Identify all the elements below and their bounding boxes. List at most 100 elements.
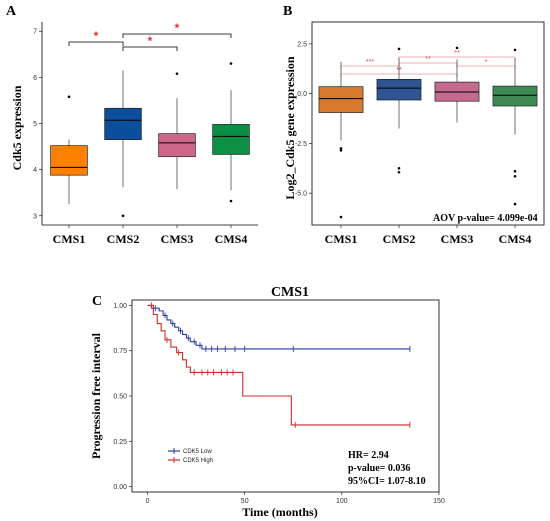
- a-bracket-line: [122, 46, 178, 51]
- b-outlier-point: [339, 147, 343, 150]
- a-bracket-line: [68, 41, 124, 46]
- c-y-tick-label: 0.75: [113, 348, 127, 355]
- a-y-tick-label: 3: [33, 213, 37, 220]
- a-outlier-point: [175, 72, 179, 75]
- c-legend: CDK5 Low CDK5 High: [168, 448, 213, 464]
- c-x-axis-title: Time (months): [242, 505, 317, 519]
- legend-label-cdk5-high: CDK5 High: [183, 458, 213, 464]
- c-y-tick-label: 0.00: [113, 484, 127, 491]
- c-curve-cdk5-high: [147, 302, 411, 428]
- b-category-label-cms4: CMS4: [499, 232, 532, 246]
- c-y-tick-label: 1.00: [113, 303, 127, 310]
- b-aov-annotation: AOV p-value= 4.099e-04: [433, 213, 538, 224]
- a-y-tick-label: 6: [33, 75, 37, 82]
- b-outlier-point: [455, 46, 459, 50]
- b-significance-label: **: [425, 56, 431, 63]
- c-step-line: [147, 304, 410, 426]
- a-bracket-line: [122, 33, 232, 38]
- a-iqr-box: [158, 133, 196, 158]
- b-outlier-point: [513, 174, 517, 178]
- a-iqr-box: [212, 124, 250, 155]
- c-x-tick-label: 150: [433, 498, 445, 505]
- a-box-cms4: [212, 62, 250, 203]
- b-outlier-point: [397, 170, 401, 174]
- b-outlier-point: [339, 149, 343, 152]
- b-category-label-cms3: CMS3: [441, 232, 474, 246]
- b-y-tick-label: -5.0: [295, 191, 307, 198]
- b-significance-bracket: ***: [340, 59, 400, 69]
- a-box-cms3: [158, 72, 196, 190]
- a-iqr-box: [104, 107, 142, 140]
- a-y-tick-label: 4: [33, 167, 37, 174]
- b-outlier-point: [339, 215, 343, 219]
- b-box-cms4: [492, 48, 538, 206]
- b-significance-bracket: *: [456, 59, 516, 69]
- b-y-tick-label: 2.5: [297, 41, 307, 48]
- b-plot-frame: [311, 21, 545, 226]
- legend-label-cdk5-low: CDK5 Low: [183, 449, 212, 455]
- a-significance-bracket: *: [122, 34, 178, 51]
- a-y-tick-label: 7: [33, 29, 37, 36]
- c-y-tick-label: 0.50: [113, 394, 127, 401]
- b-box-cms2: [376, 47, 422, 174]
- a-category-label-cms2: CMS2: [107, 232, 140, 246]
- b-outlier-point: [513, 169, 517, 173]
- a-outlier-point: [229, 62, 233, 65]
- b-bracket-line: [398, 62, 458, 66]
- b-outlier-point: [513, 202, 517, 206]
- b-bracket-line: [456, 65, 516, 69]
- panel-c-kaplan-meier: CMS1 0.00 0.25 0.50 0.75 1.00 0 50 100 150 CDK5 …: [89, 285, 445, 519]
- a-significance-bracket: *: [68, 29, 124, 46]
- a-box-cms2: [104, 70, 142, 218]
- a-category-label-cms4: CMS4: [215, 232, 248, 246]
- b-significance-label: *: [485, 59, 488, 66]
- c-chart-title: CMS1: [271, 285, 309, 300]
- b-category-label-cms1: CMS1: [325, 232, 358, 246]
- c-y-tick-label: 0.25: [113, 439, 127, 446]
- panel-letter-c: C: [92, 294, 102, 309]
- a-significance-label: *: [148, 34, 153, 48]
- c-hr-annotation: HR= 2.94: [348, 450, 389, 461]
- c-y-axis-title: Progression free interval: [89, 332, 103, 459]
- a-iqr-box: [50, 145, 88, 176]
- c-curve-cdk5-low: [147, 304, 411, 352]
- b-significance-label: **: [454, 50, 460, 57]
- b-box-cms3: [434, 46, 480, 123]
- panel-letter-a: A: [6, 4, 17, 19]
- b-y-tick-label: -2.5: [295, 141, 307, 148]
- b-iqr-box: [376, 78, 422, 101]
- a-outlier-point: [67, 95, 71, 99]
- b-significance-bracket: **: [398, 56, 458, 66]
- a-significance-label: *: [94, 29, 99, 43]
- c-x-tick-label: 0: [146, 498, 150, 505]
- b-y-axis-title: Log2_Cdk5 gene expression: [283, 56, 297, 199]
- a-significance-label: *: [175, 21, 180, 35]
- b-bracket-line: [340, 65, 400, 69]
- panel-letter-b: B: [283, 4, 292, 19]
- c-x-tick-label: 100: [336, 498, 348, 505]
- c-step-line: [147, 304, 410, 350]
- a-category-label-cms1: CMS1: [53, 232, 86, 246]
- b-y-tick-label: 0.0: [297, 91, 307, 98]
- b-significance-label: ***: [366, 59, 374, 66]
- a-y-axis-title: Cdk5 expression: [10, 85, 24, 170]
- b-iqr-box: [492, 85, 538, 107]
- a-category-label-cms3: CMS3: [161, 232, 194, 246]
- b-box-cms1: [318, 61, 364, 219]
- b-category-label-cms2: CMS2: [383, 232, 416, 246]
- b-iqr-box: [318, 86, 364, 113]
- c-pvalue-annotation: p-value= 0.036: [348, 463, 410, 474]
- a-significance-bracket: *: [122, 21, 232, 38]
- a-box-cms1: [50, 95, 88, 205]
- b-outlier-point: [397, 47, 401, 51]
- c-ci-annotation: 95%CI= 1.07-8.10: [348, 476, 426, 487]
- a-y-tick-label: 5: [33, 121, 37, 128]
- a-outlier-point: [121, 214, 125, 218]
- b-outlier-point: [397, 166, 401, 170]
- panel-a-boxplot: 3 4 5 6 7 * * * CMS1 CMS2 CMS3 CMS4 Cdk5 expressi…: [10, 21, 258, 246]
- a-outlier-point: [229, 199, 233, 203]
- c-x-tick-label: 50: [241, 498, 249, 505]
- b-outlier-point: [513, 48, 517, 52]
- b-significance-bracket: **: [398, 50, 516, 60]
